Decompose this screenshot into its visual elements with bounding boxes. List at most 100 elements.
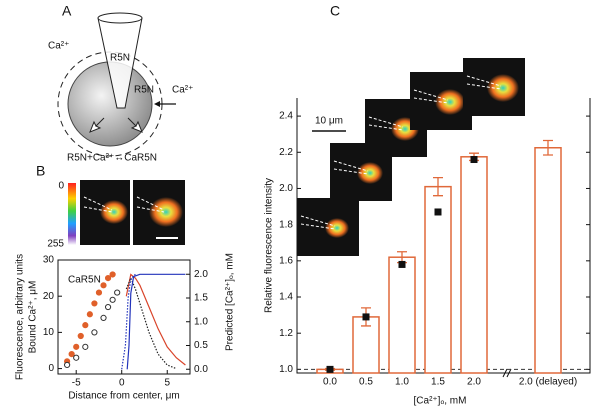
image-spot (435, 89, 465, 115)
panel-label: A (62, 3, 72, 19)
marker (326, 365, 334, 373)
y-tick-label: 30 (43, 255, 55, 266)
x-tick-label: 0.5 (359, 377, 373, 388)
point (68, 350, 75, 358)
marker (434, 208, 442, 216)
images: 0 255 (47, 180, 185, 250)
image-spot (100, 200, 128, 224)
scale-label: 10 μm (315, 116, 343, 127)
y-tick-label: 2.2 (279, 147, 293, 158)
image-spot (357, 162, 383, 184)
point (73, 343, 80, 350)
colorbar-label: 255 (47, 239, 64, 250)
panel-label: B (36, 163, 45, 179)
image-spot (325, 218, 349, 238)
point (100, 314, 107, 322)
marker (362, 313, 370, 321)
y2-tick-label: 1.5 (194, 293, 208, 304)
y2-tick-label: 0.5 (194, 340, 208, 351)
axis-break (502, 368, 512, 378)
y-tick-label: 2.4 (279, 111, 293, 122)
point (91, 329, 98, 336)
point (91, 300, 98, 307)
dye-label: R5N (134, 85, 154, 96)
pipette-label: R5N (110, 53, 130, 64)
y2-axis-label: Predicted [Ca²⁺]ₒ, mM (225, 253, 236, 351)
point (109, 296, 116, 303)
x-tick-label: -5 (72, 378, 81, 389)
arrow (127, 117, 143, 133)
x-axis-label: [Ca²⁺]ₒ, mM (414, 396, 467, 407)
x-axis-label: Distance from center, μm (68, 391, 179, 402)
pipette (97, 17, 143, 109)
point (82, 322, 89, 329)
pipette-outline (413, 89, 449, 104)
y-axis-label: Relative fluorescence intensity (264, 178, 275, 313)
image-spot (487, 74, 519, 102)
x-tick-label: 0 (119, 378, 125, 389)
point (82, 343, 89, 350)
marker (398, 260, 406, 268)
y2-tick-label: 2.0 (194, 269, 208, 280)
point (86, 311, 93, 318)
ion-label: Ca²⁺ (48, 41, 69, 52)
y-tick-label: 20 (43, 291, 55, 302)
colorbar (68, 183, 76, 245)
image-spot (149, 197, 183, 227)
pipette-outline (300, 215, 336, 230)
point (104, 274, 112, 282)
y2-tick-label: 0.0 (194, 364, 208, 375)
arrowhead (154, 101, 160, 107)
arrow (89, 117, 105, 133)
x-tick-label: 2.0 (delayed) (519, 377, 577, 388)
marker (470, 156, 478, 164)
point (64, 361, 71, 369)
pipette-top (97, 12, 143, 24)
panel-label: C (330, 3, 340, 19)
y-tick-label: 2.0 (279, 183, 293, 194)
pipette-outline (136, 196, 165, 213)
y-tick-label: 1.4 (279, 292, 293, 303)
x-tick-label: 2.0 (467, 377, 481, 388)
line (125, 273, 186, 366)
y-tick-label: 1.8 (279, 219, 293, 230)
annotation: CaR5N (68, 275, 101, 286)
point (77, 332, 84, 340)
colorbar-label: 0 (58, 181, 64, 192)
point (114, 289, 121, 296)
bar (388, 256, 416, 374)
bar (534, 147, 562, 374)
y2-tick-label: 1.0 (194, 316, 208, 327)
y-tick-label: 1.2 (279, 328, 293, 339)
bar (460, 156, 488, 374)
point (95, 289, 103, 296)
diagram: Ca²⁺ R5N R5N Ca²⁺ R5N+Ca²⁺↔CaR5N (48, 12, 193, 164)
line (126, 273, 186, 370)
point (104, 303, 112, 311)
y-axis-label: Fluorescence, arbitrary units (15, 254, 26, 380)
pipette-outline (333, 160, 369, 175)
x-tick-label: 1.0 (395, 377, 409, 388)
plot-frame (57, 259, 191, 375)
ion-label: Ca²⁺ (172, 85, 193, 96)
point (100, 282, 107, 289)
line (125, 276, 177, 370)
point (73, 354, 80, 361)
reaction: R5N+Ca²⁺↔CaR5N (67, 153, 157, 164)
y-tick-label: 1.0 (279, 364, 293, 375)
pipette-outline (83, 196, 113, 213)
pipette-outline (466, 75, 502, 90)
error-bar (433, 176, 443, 197)
point (109, 271, 116, 278)
x-tick-label: 1.5 (431, 377, 445, 388)
y-axis-label: Bound Ca²⁺, μM (28, 281, 39, 354)
error-bar (543, 139, 553, 156)
y-tick-label: 1.6 (279, 255, 293, 266)
insets (297, 58, 525, 256)
y-tick-label: 0 (48, 363, 54, 374)
x-tick-label: 0.0 (323, 377, 337, 388)
pipette-outline (368, 116, 404, 131)
y-tick-label: 10 (43, 327, 55, 338)
x-tick-label: 5 (164, 378, 170, 389)
